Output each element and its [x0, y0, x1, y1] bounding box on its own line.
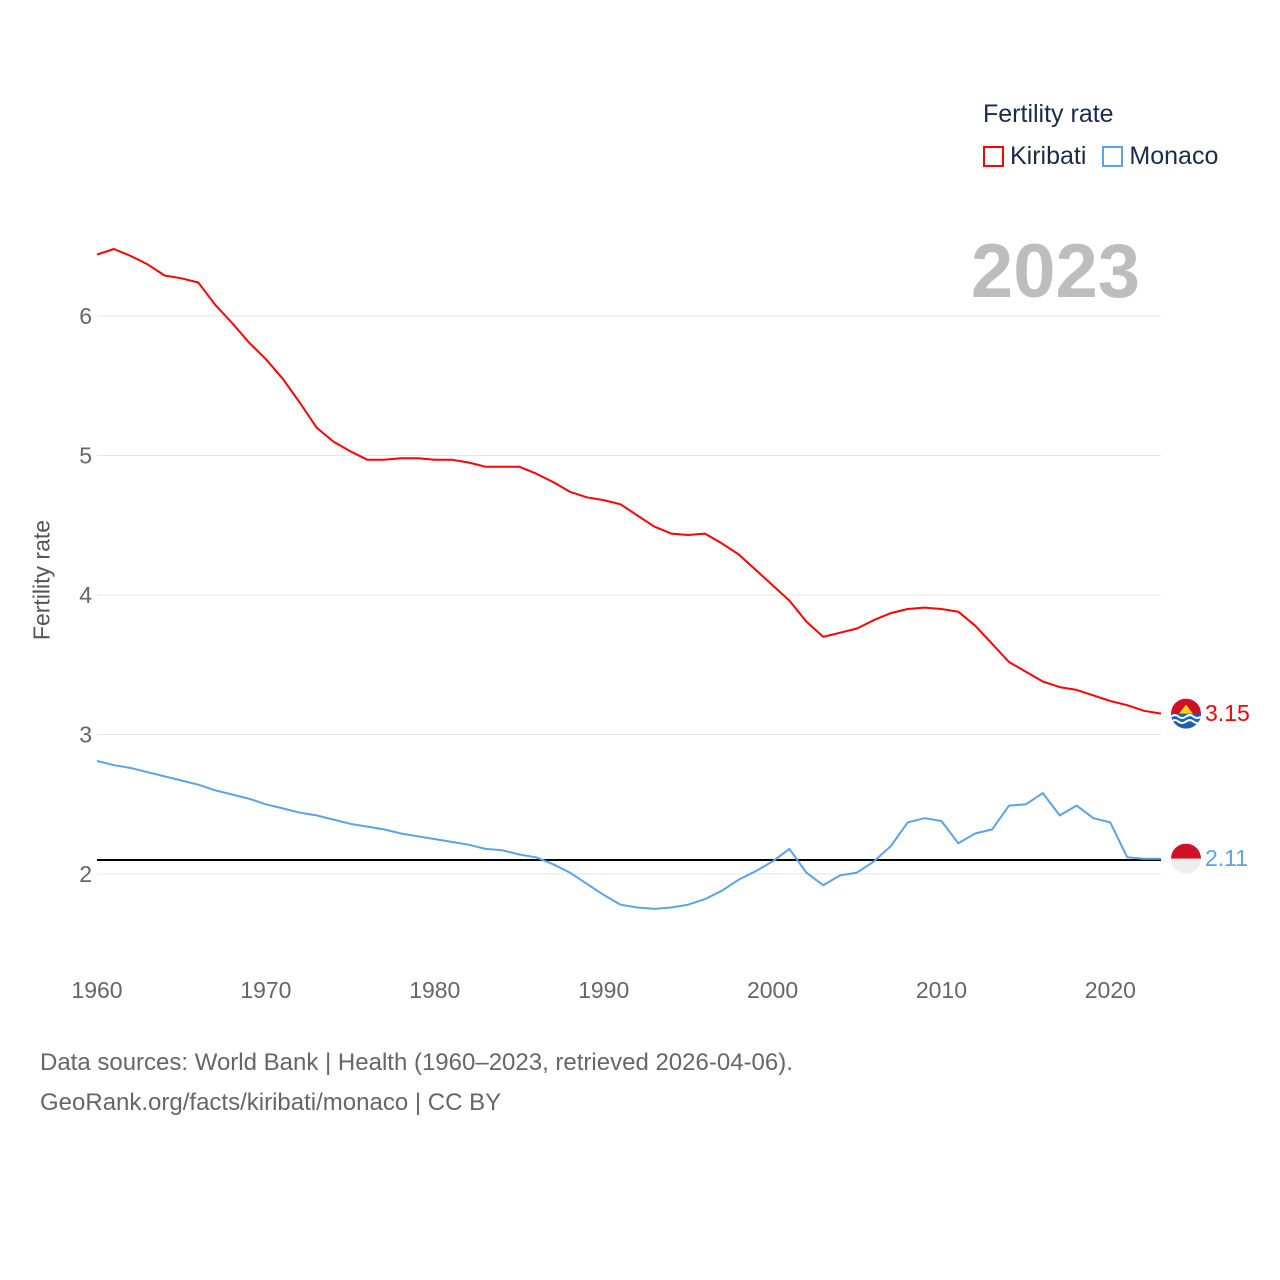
end-label-monaco: 2.11 — [1205, 844, 1249, 871]
legend-item-kiribati[interactable]: Kiribati — [983, 142, 1086, 171]
x-tick-label: 1970 — [240, 977, 291, 1003]
x-tick-label: 2010 — [916, 977, 967, 1003]
x-tick-label: 2020 — [1085, 977, 1136, 1003]
kiribati-flag-icon — [1171, 698, 1201, 729]
legend-title: Fertility rate — [983, 100, 1114, 128]
footer: Data sources: World Bank | Health (1960–… — [40, 1043, 793, 1123]
legend-swatch-monaco — [1102, 146, 1124, 167]
x-tick-label: 1990 — [578, 977, 629, 1003]
y-tick-label: 3 — [79, 722, 92, 748]
x-tick-label: 1960 — [71, 977, 122, 1003]
x-tick-label: 1980 — [409, 977, 460, 1003]
y-axis-label: Fertility rate — [28, 519, 55, 641]
y-tick-label: 4 — [79, 582, 92, 608]
legend-swatch-kiribati — [983, 146, 1004, 167]
legend-item-monaco[interactable]: Monaco — [1102, 142, 1218, 171]
source-link[interactable]: GeoRank.org/facts/kiribati/monaco | CC B… — [40, 1089, 502, 1116]
current-year-label: 2023 — [970, 229, 1140, 314]
monaco-flag-icon — [1171, 843, 1201, 874]
y-tick-label: 2 — [79, 861, 92, 887]
y-tick-label: 6 — [79, 303, 92, 329]
series-line-kiribati — [96, 248, 1162, 715]
series-line-monaco — [96, 760, 1161, 910]
x-tick-label: 2000 — [747, 977, 798, 1003]
legend-label-kiribati: Kiribati — [1010, 142, 1087, 170]
legend: Kiribati Monaco — [983, 142, 1218, 171]
legend-label-monaco: Monaco — [1129, 142, 1219, 170]
data-source-text: Data sources: World Bank | Health (1960–… — [40, 1049, 793, 1076]
y-tick-label: 5 — [79, 443, 92, 469]
end-label-kiribati: 3.15 — [1205, 699, 1250, 726]
